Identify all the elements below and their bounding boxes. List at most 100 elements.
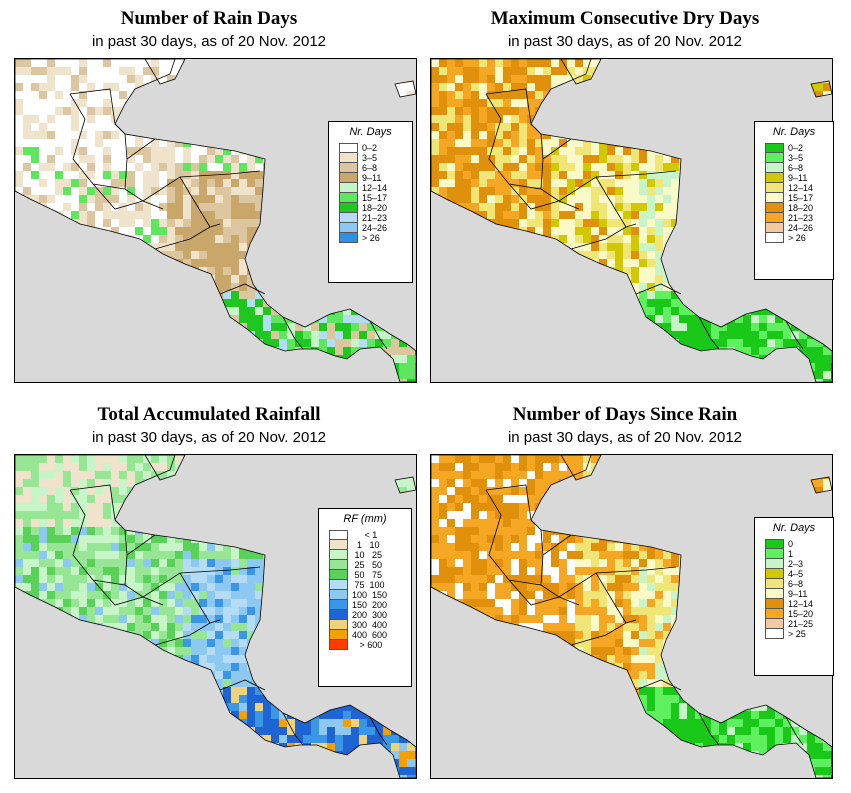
legend-swatch	[765, 233, 784, 243]
legend-swatch	[765, 559, 784, 569]
legend-swatch	[339, 143, 358, 153]
legend-entry: 200 300	[329, 610, 411, 620]
legend-label: 15–20	[788, 609, 814, 619]
legend-entry: 300 400	[329, 620, 411, 630]
legend-entry: 0	[765, 539, 833, 549]
legend-label: 10 25	[352, 550, 383, 560]
legend-title: RF (mm)	[343, 513, 387, 525]
legend-swatch	[339, 173, 358, 183]
legend-entry: 2–3	[765, 559, 833, 569]
legend-label: 6–8	[788, 579, 804, 589]
legend-label: > 25	[788, 629, 806, 639]
legend-label: 75 100	[352, 580, 385, 590]
legend-entry: 6–8	[339, 163, 412, 173]
legend-entry: 12–14	[339, 183, 412, 193]
legend-swatch	[329, 540, 348, 550]
legend-entry: 15–17	[765, 193, 833, 203]
legend-label: 50 75	[352, 570, 383, 580]
legend-entry: 25 50	[329, 560, 411, 570]
legend-swatch	[329, 610, 348, 620]
legend-label: 0	[788, 539, 794, 549]
legend-label: 15–17	[362, 193, 388, 203]
legend-label: 150 200	[352, 600, 388, 610]
legend-entry: 0–2	[339, 143, 412, 153]
legend-swatch	[765, 213, 784, 223]
legend-swatch	[765, 609, 784, 619]
legend-swatch	[765, 153, 784, 163]
legend-label: > 26	[362, 233, 380, 243]
legend-entry: 400 600	[329, 630, 411, 640]
legend-label: > 600	[352, 640, 383, 650]
legend-entry: 21–23	[765, 213, 833, 223]
legend-label: 2–3	[788, 559, 804, 569]
legend: Nr. Days 0 1 2–3 4–5 6–8 9–11 12–14 15–20 21–25 >…	[754, 517, 834, 676]
legend-title: Nr. Days	[349, 126, 392, 138]
legend-swatch	[765, 173, 784, 183]
country-borders	[431, 455, 832, 778]
panel-subtitle: in past 30 days, as of 20 Nov. 2012	[507, 33, 743, 50]
legend-label: 12–14	[788, 599, 814, 609]
legend-entry: 9–11	[339, 173, 412, 183]
legend-swatch	[339, 183, 358, 193]
legend-entry: 150 200	[329, 600, 411, 610]
legend-swatch	[329, 640, 348, 650]
legend-label: 3–5	[362, 153, 378, 163]
map-rain-days	[14, 58, 417, 383]
legend-label: 3–5	[788, 153, 804, 163]
panel-title: Number of Rain Days	[120, 8, 298, 29]
legend-entry: 6–8	[765, 163, 833, 173]
legend-label: 100 150	[352, 590, 388, 600]
legend-swatch	[765, 619, 784, 629]
legend-label: 25 50	[352, 560, 383, 570]
legend-entry: 15–17	[339, 193, 412, 203]
legend-swatch	[765, 539, 784, 549]
legend-swatch	[339, 163, 358, 173]
legend-swatch	[765, 143, 784, 153]
legend-entry: 21–23	[339, 213, 412, 223]
legend-swatch	[329, 580, 348, 590]
legend-entry: 12–14	[765, 599, 833, 609]
legend-entry: 50 75	[329, 570, 411, 580]
legend-swatch	[339, 233, 358, 243]
panel-subtitle: in past 30 days, as of 20 Nov. 2012	[91, 429, 327, 446]
legend-label: 0–2	[362, 143, 378, 153]
legend-swatch	[339, 213, 358, 223]
panel-days-since-rain: Number of Days Since Rain in past 30 day…	[416, 396, 834, 786]
legend-entry: 12–14	[765, 183, 833, 193]
panel-subtitle: in past 30 days, as of 20 Nov. 2012	[91, 33, 327, 50]
legend-entry: 4–5	[765, 569, 833, 579]
panel-subtitle: in past 30 days, as of 20 Nov. 2012	[507, 429, 743, 446]
legend-title: Nr. Days	[772, 522, 816, 534]
legend-label: 0–2	[788, 143, 804, 153]
legend-label: 15–17	[788, 193, 814, 203]
legend-entry: 21–25	[765, 619, 833, 629]
legend-swatch	[329, 630, 348, 640]
legend-swatch	[765, 599, 784, 609]
legend-entry: 6–8	[765, 579, 833, 589]
legend-label: > 26	[788, 233, 806, 243]
legend-swatch	[329, 530, 348, 540]
legend-label: 300 400	[352, 620, 388, 630]
legend-entry: < 1	[329, 530, 411, 540]
legend-entry: 9–11	[765, 173, 833, 183]
panel-title: Number of Days Since Rain	[512, 404, 738, 425]
legend-entry: 75 100	[329, 580, 411, 590]
legend-label: 1 10	[352, 540, 380, 550]
legend-label: 1	[788, 549, 794, 559]
legend-entry: 15–20	[765, 609, 833, 619]
legend-label: 21–25	[788, 619, 814, 629]
legend-entry: 1	[765, 549, 833, 559]
legend-swatch	[339, 193, 358, 203]
legend-label: 6–8	[362, 163, 378, 173]
legend-swatch	[329, 620, 348, 630]
legend-entry: 10 25	[329, 550, 411, 560]
legend-entry: 24–26	[339, 223, 412, 233]
legend-swatch	[765, 589, 784, 599]
legend-swatch	[765, 549, 784, 559]
legend-entry: 3–5	[339, 153, 412, 163]
legend-label: 12–14	[362, 183, 388, 193]
legend-label: 18–20	[362, 203, 388, 213]
legend-label: 9–11	[362, 173, 382, 183]
legend-entry: 9–11	[765, 589, 833, 599]
legend-entry: 3–5	[765, 153, 833, 163]
